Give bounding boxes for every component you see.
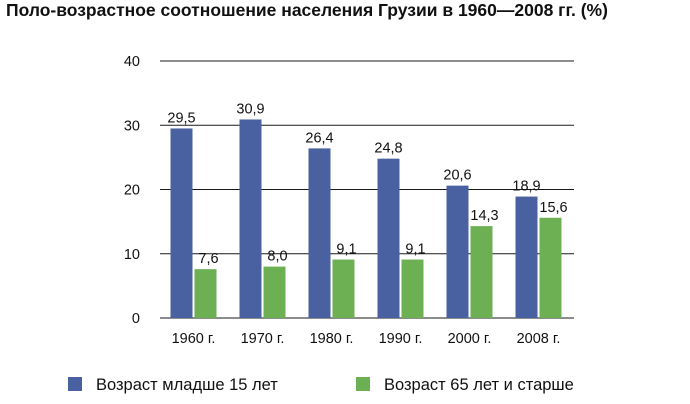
y-tick-label: 40: [124, 54, 140, 70]
data-label: 20,6: [443, 168, 471, 184]
y-tick-label: 30: [124, 118, 140, 134]
data-label: 24,8: [374, 141, 402, 157]
bar-under-15: [170, 128, 193, 318]
legend-item-series-1: Возраст младше 15 лет: [68, 376, 278, 395]
data-label: 9,1: [336, 242, 356, 258]
bars: [170, 119, 562, 318]
x-axis-ticks: 1960 г. 1970 г. 1980 г. 1990 г. 2000 г. 2008 …: [172, 331, 561, 347]
bar-over-65: [470, 226, 493, 318]
y-axis-ticks: 0 10 20 30 40: [124, 54, 140, 327]
grid-lines: [160, 60, 574, 319]
x-tick-label: 2000 г.: [448, 331, 492, 347]
bar-under-15: [515, 196, 538, 318]
legend-label: Возраст младше 15 лет: [96, 376, 278, 394]
data-label: 8,0: [267, 249, 287, 265]
legend-item-series-2: Возраст 65 лет и старше: [356, 376, 574, 395]
bar-under-15: [239, 119, 262, 318]
bar-under-15: [308, 148, 331, 318]
x-tick-label: 1980 г.: [310, 331, 354, 347]
y-tick-label: 10: [124, 247, 140, 263]
x-tick-label: 1960 г.: [172, 331, 216, 347]
bar-under-15: [377, 158, 400, 318]
bar-over-65: [263, 266, 286, 318]
bar-over-65: [401, 259, 424, 318]
bar-under-15: [446, 185, 469, 318]
y-tick-label: 0: [132, 311, 140, 327]
data-label: 30,9: [236, 101, 264, 117]
bar-over-65: [194, 269, 217, 318]
data-labels: 29,5 7,6 30,9 8,0 26,4 9,1 24,8 9,1 20,6 14,3 18,9…: [167, 101, 567, 267]
data-label: 7,6: [198, 251, 218, 267]
data-label: 9,1: [405, 242, 425, 258]
x-tick-label: 1970 г.: [241, 331, 285, 347]
legend-swatch: [68, 377, 82, 391]
x-tick-label: 1990 г.: [379, 331, 423, 347]
data-label: 29,5: [167, 110, 195, 126]
legend-swatch: [356, 377, 370, 391]
chart-title: Поло-возрастное соотношение населения Гр…: [6, 0, 608, 20]
data-label: 15,6: [539, 200, 567, 216]
legend-label: Возраст 65 лет и старше: [384, 376, 574, 394]
bar-chart: 0 10 20 30 40 29,5 7,6 30,9 8,0 26,4 9,1 24,8 9,1 20…: [124, 54, 574, 347]
data-label: 14,3: [470, 208, 498, 224]
data-label: 18,9: [512, 179, 540, 195]
bar-over-65: [332, 259, 355, 318]
x-tick-label: 2008 г.: [517, 331, 561, 347]
bar-over-65: [539, 217, 562, 318]
data-label: 26,4: [305, 130, 333, 146]
y-tick-label: 20: [124, 183, 140, 199]
